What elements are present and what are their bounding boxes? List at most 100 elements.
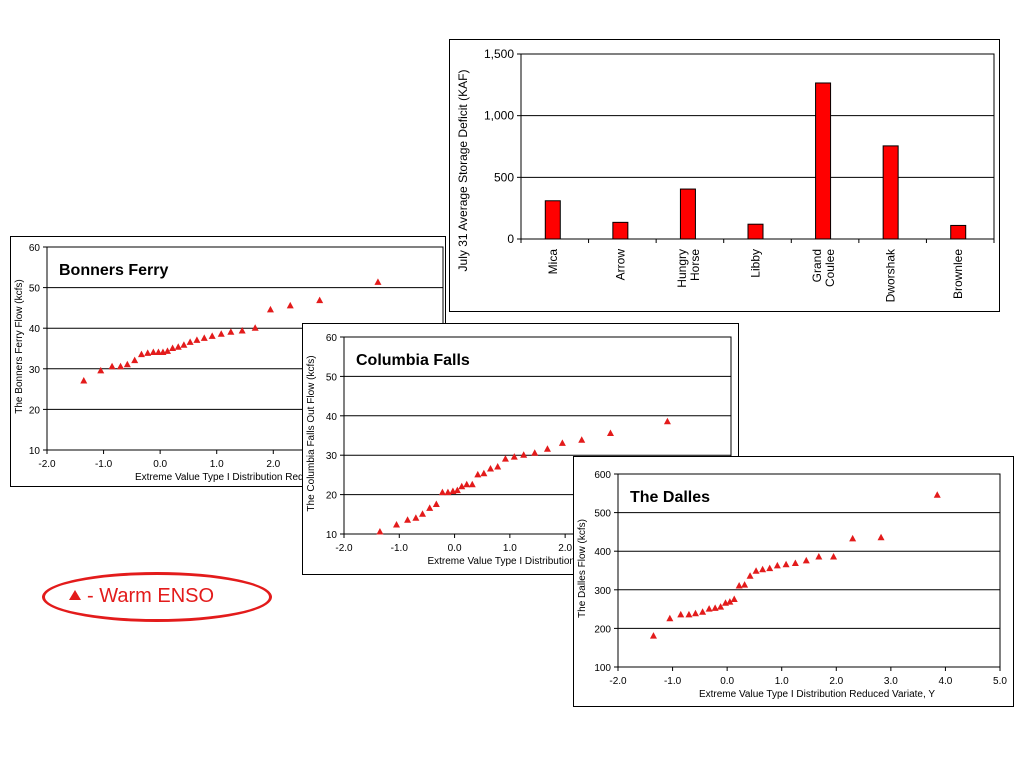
data-point [137, 350, 145, 358]
data-point [543, 445, 551, 452]
y-tick-label: 40 [326, 412, 338, 423]
data-point [752, 567, 760, 574]
y-tick-label: 60 [29, 243, 41, 254]
data-point [227, 328, 235, 335]
x-tick-label: 2.0 [558, 543, 572, 554]
bar [950, 224, 967, 240]
data-point [163, 347, 171, 354]
data-point [830, 552, 838, 560]
data-point [480, 469, 488, 477]
y-tick-label: 10 [326, 530, 338, 541]
data-point [558, 439, 566, 446]
y-tick-label: 200 [594, 624, 611, 635]
y-tick-label: 20 [29, 405, 41, 416]
data-point [730, 595, 738, 602]
plot-frame [520, 53, 995, 240]
x-category-label: Libby [749, 249, 763, 278]
x-category-label-line: Dworshak [884, 248, 898, 302]
data-point [432, 500, 440, 507]
data-point [144, 349, 152, 356]
data-point [217, 330, 225, 337]
data-point [815, 552, 823, 560]
x-category-label-line: Arrow [613, 249, 627, 281]
data-point [666, 614, 674, 622]
data-point [154, 348, 162, 356]
data-point [791, 559, 799, 567]
data-point [877, 533, 885, 541]
y-tick-label: 40 [29, 324, 41, 335]
data-point [606, 429, 614, 437]
data-point [200, 334, 208, 341]
x-category-label: HungryHorse [675, 249, 702, 288]
x-category-label: Arrow [613, 249, 627, 281]
data-point [699, 608, 707, 615]
x-axis-title: Extreme Value Type I Distribution Reduce… [135, 472, 371, 483]
data-point [802, 556, 810, 564]
data-point [663, 417, 671, 425]
y-tick-label: 30 [326, 451, 338, 462]
data-point [458, 482, 466, 490]
data-point [766, 564, 774, 572]
data-point [97, 366, 105, 374]
data-point [685, 610, 693, 618]
data-point [463, 480, 471, 488]
x-axis-title: Extreme Value Type I Distribution Reduce… [427, 556, 663, 567]
the-dalles-chart: 100 200 300 400 500 600 -2.0 -1.0 0.0 1.0 2.0 3.0 4.… [573, 456, 1014, 707]
x-tick-label: -1.0 [391, 543, 409, 554]
data-point [741, 581, 749, 588]
data-point [510, 453, 518, 460]
plot-frame [343, 336, 732, 535]
x-category-label: Dworshak [884, 248, 898, 302]
data-point [186, 338, 194, 345]
data-point [208, 332, 216, 339]
data-point [677, 610, 685, 618]
y-axis-title: July 31 Average Storage Deficit (KAF) [456, 70, 470, 272]
data-point [578, 436, 586, 443]
y-axis-title: The Dalles Flow (kcfs) [577, 519, 588, 618]
bar [747, 223, 764, 240]
x-tick-label: 1.0 [210, 459, 224, 470]
legend-oval: - Warm ENSO [42, 572, 272, 622]
chart-title: The Dalles [630, 489, 710, 506]
y-tick-label: 300 [594, 586, 611, 597]
x-category-label: Mica [546, 249, 560, 275]
legend-label: - Warm ENSO [87, 585, 215, 607]
data-point [117, 362, 125, 370]
data-point [426, 504, 434, 511]
data-point [453, 486, 461, 494]
y-tick-label: 50 [326, 372, 338, 383]
data-point [238, 327, 246, 334]
y-tick-label: 500 [494, 170, 514, 184]
data-point [419, 510, 427, 517]
y-tick-label: 400 [594, 547, 611, 558]
data-point [123, 360, 131, 368]
y-axis-title: The Columbia Falls Out Flow (kcfs) [306, 355, 317, 511]
x-tick-label: -1.0 [664, 676, 682, 687]
y-tick-label: 10 [29, 446, 41, 457]
x-tick-label: 2.0 [829, 676, 843, 687]
x-tick-label: 1.0 [503, 543, 517, 554]
y-tick-label: 600 [594, 470, 611, 481]
data-point [174, 343, 182, 350]
x-category-label: GrandCoulee [810, 249, 837, 287]
data-point [759, 565, 767, 573]
x-category-label-line: Hungry [675, 249, 689, 288]
data-point [444, 488, 452, 496]
plot-frame [617, 473, 1001, 668]
y-tick-label: 50 [29, 284, 41, 295]
y-tick-label: 0 [507, 232, 514, 246]
data-point [474, 470, 482, 478]
x-tick-label: -2.0 [38, 459, 56, 470]
data-point [711, 604, 719, 611]
x-tick-label: 1.0 [775, 676, 789, 687]
data-point [316, 296, 324, 304]
data-point [404, 516, 412, 523]
the-dalles-svg: 100 200 300 400 500 600 -2.0 -1.0 0.0 1.0 2.0 3.0 4.… [577, 470, 1007, 700]
x-axis-title: Extreme Value Type I Distribution Reduce… [699, 689, 935, 700]
x-category-label-line: Grand [810, 249, 824, 282]
storage-deficit-svg: 0 500 1,000 1,500 Mica Arrow HungryHorse Libby G… [456, 47, 995, 302]
data-point [520, 451, 528, 458]
x-category-label-line: Horse [688, 249, 702, 281]
x-tick-label: 5.0 [993, 676, 1007, 687]
y-tick-label: 100 [594, 663, 611, 674]
